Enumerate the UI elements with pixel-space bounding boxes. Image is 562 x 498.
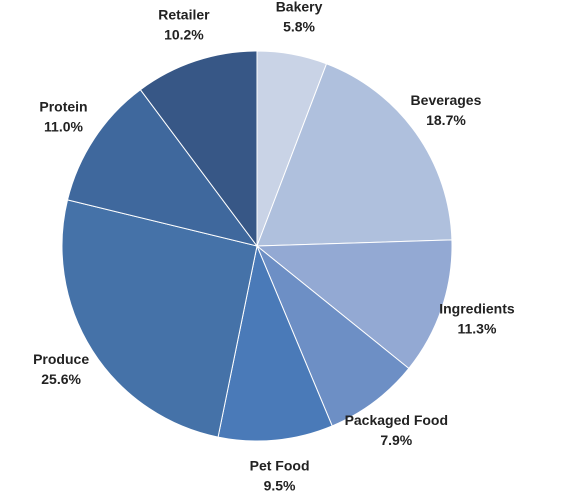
slice-label: Pet Food xyxy=(250,458,310,474)
slice-value-label: 10.2% xyxy=(164,27,204,43)
pie-slice xyxy=(66,88,259,247)
pie-slice xyxy=(256,63,453,247)
pie-slice xyxy=(61,199,258,438)
slice-label: Protein xyxy=(39,99,87,115)
slice-value-label: 18.7% xyxy=(426,112,466,128)
slice-value-label: 11.3% xyxy=(457,320,496,336)
slice-label: Retailer xyxy=(158,7,210,23)
slice-value-label: 11.0% xyxy=(44,119,83,135)
pie-slice xyxy=(139,50,258,248)
slice-label: Ingredients xyxy=(439,300,515,316)
slice-value-label: 7.9% xyxy=(380,432,412,448)
slice-label: Produce xyxy=(33,351,89,367)
slice-value-label: 5.8% xyxy=(283,19,315,35)
slice-label: Beverages xyxy=(411,92,482,108)
slice-label: Bakery xyxy=(276,0,323,15)
pie-slice xyxy=(255,239,453,370)
pie-slice xyxy=(256,245,410,427)
slice-value-label: 25.6% xyxy=(41,371,81,387)
pie-slice xyxy=(217,244,333,442)
slice-value-label: 9.5% xyxy=(264,478,296,494)
slice-label: Packaged Food xyxy=(345,412,448,428)
